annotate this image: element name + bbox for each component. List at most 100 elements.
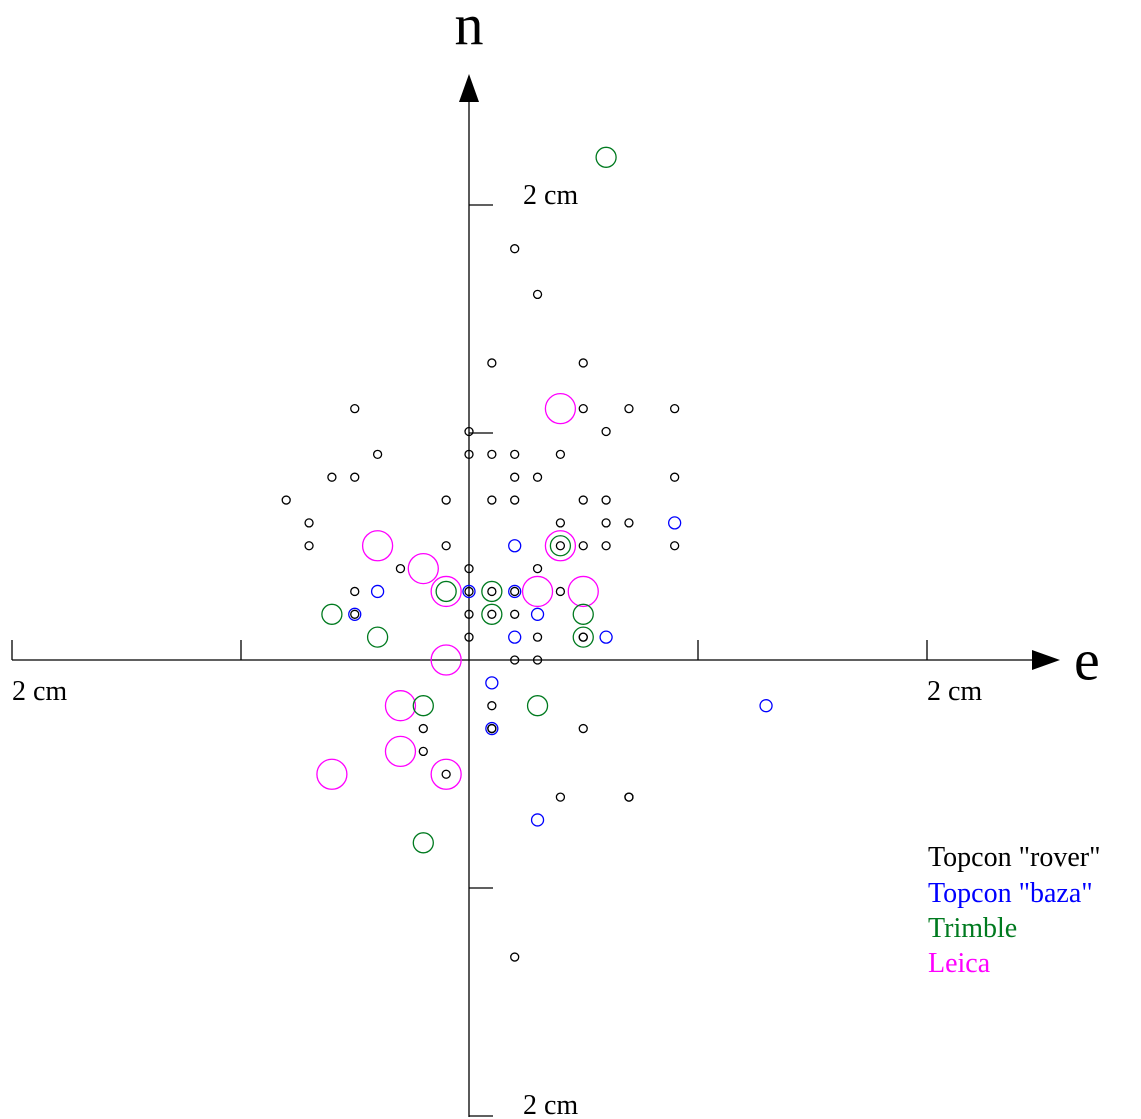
point-topcon-rover-24 [578, 495, 588, 505]
point-topcon-rover-30 [304, 541, 314, 551]
point-topcon-rover-35 [670, 541, 680, 551]
point-topcon-rover-60 [350, 609, 360, 619]
point-topcon-baza-12 [530, 813, 545, 827]
point-trimble-9 [412, 695, 434, 717]
point-trimble-10 [526, 695, 549, 717]
point-topcon-rover-43 [555, 586, 566, 597]
point-topcon-rover-34 [601, 541, 611, 551]
point-topcon-baza-1 [508, 539, 522, 553]
point-topcon-rover-53 [418, 723, 428, 734]
legend-entry-leica: Leica [928, 948, 991, 979]
point-topcon-rover-3 [578, 358, 588, 368]
point-topcon-rover-37 [464, 563, 474, 574]
point-topcon-rover-9 [464, 426, 474, 437]
point-leica-0 [544, 392, 577, 425]
legend: Topcon "rover" Topcon "baza" Trimble Lei… [928, 842, 1101, 979]
point-topcon-rover-29 [624, 518, 634, 528]
x-axis-label: e [1074, 627, 1100, 692]
legend-entry-topcon-baza: Topcon "baza" [928, 878, 1093, 909]
point-topcon-rover-25 [601, 495, 611, 505]
point-topcon-rover-16 [350, 472, 360, 482]
point-leica-4 [430, 575, 462, 608]
point-topcon-rover-52 [487, 701, 497, 711]
x-axis-arrow-icon [1032, 650, 1060, 670]
point-topcon-rover-13 [510, 449, 520, 460]
point-topcon-rover-23 [510, 495, 520, 505]
point-topcon-rover-18 [532, 472, 543, 482]
point-topcon-rover-59 [510, 952, 520, 962]
point-trimble-11 [412, 832, 434, 854]
point-leica-8 [384, 690, 417, 722]
point-topcon-baza-6 [530, 607, 545, 621]
point-topcon-rover-38 [532, 563, 543, 574]
point-topcon-rover-49 [532, 632, 543, 642]
point-trimble-8 [572, 626, 594, 648]
point-topcon-rover-10 [372, 449, 383, 460]
point-topcon-rover-8 [601, 426, 611, 437]
point-topcon-baza-8 [599, 630, 613, 644]
point-trimble-3 [481, 580, 503, 603]
point-topcon-baza-4 [508, 584, 522, 599]
point-topcon-rover-63 [441, 769, 451, 779]
x-tick-label-max: 2 cm [927, 676, 982, 707]
point-topcon-rover-2 [487, 358, 497, 368]
point-topcon-rover-55 [578, 723, 588, 734]
point-leica-2 [544, 530, 577, 562]
point-topcon-rover-64 [578, 632, 588, 642]
point-topcon-baza-5 [348, 607, 362, 621]
point-topcon-rover-32 [555, 541, 566, 551]
point-topcon-rover-31 [441, 541, 451, 551]
point-trimble-2 [435, 580, 457, 603]
point-topcon-rover-1 [532, 289, 543, 300]
point-topcon-baza-9 [485, 676, 499, 690]
point-trimble-5 [481, 603, 503, 625]
point-topcon-baza-7 [508, 630, 522, 644]
point-topcon-rover-41 [487, 586, 497, 597]
point-topcon-rover-28 [601, 518, 611, 528]
point-topcon-rover-15 [327, 472, 337, 482]
point-topcon-rover-48 [464, 632, 474, 642]
point-topcon-baza-10 [759, 699, 773, 713]
point-topcon-rover-14 [555, 449, 566, 460]
point-topcon-rover-46 [510, 609, 520, 619]
y-tick-label-max: 2 cm [523, 180, 578, 211]
point-trimble-0 [595, 146, 617, 168]
point-topcon-rover-21 [441, 495, 451, 505]
point-topcon-baza-11 [485, 721, 499, 736]
point-topcon-rover-22 [487, 495, 497, 505]
point-leica-3 [407, 552, 439, 585]
point-topcon-rover-12 [487, 449, 497, 460]
point-leica-10 [316, 758, 348, 790]
point-leica-9 [384, 735, 417, 768]
point-topcon-rover-17 [510, 472, 520, 482]
point-trimble-1 [549, 535, 572, 557]
point-topcon-rover-56 [418, 746, 428, 757]
point-topcon-rover-4 [350, 403, 360, 414]
point-topcon-rover-26 [304, 518, 314, 528]
point-topcon-baza-3 [462, 584, 476, 599]
y-tick-label-min: 2 cm [523, 1090, 578, 1119]
x-tick-label-min: 2 cm [12, 676, 67, 707]
point-topcon-rover-45 [487, 609, 497, 619]
point-topcon-rover-62 [624, 792, 634, 802]
point-topcon-rover-33 [578, 541, 588, 551]
point-topcon-rover-44 [464, 609, 474, 619]
legend-entry-topcon-rover: Topcon "rover" [928, 842, 1101, 873]
data-points [281, 146, 773, 962]
point-leica-7 [430, 644, 462, 676]
point-topcon-baza-2 [370, 584, 385, 599]
point-trimble-6 [572, 603, 594, 625]
point-topcon-rover-57 [555, 792, 566, 802]
point-topcon-rover-51 [532, 655, 543, 665]
point-topcon-rover-20 [281, 495, 291, 505]
point-topcon-rover-19 [670, 472, 680, 482]
point-topcon-baza-0 [668, 516, 682, 530]
point-topcon-rover-7 [670, 403, 680, 414]
point-topcon-rover-0 [510, 244, 520, 254]
legend-entry-trimble: Trimble [928, 913, 1017, 944]
point-trimble-4 [321, 603, 343, 625]
point-leica-6 [567, 575, 599, 608]
point-trimble-7 [366, 626, 389, 648]
point-topcon-rover-40 [464, 586, 474, 597]
